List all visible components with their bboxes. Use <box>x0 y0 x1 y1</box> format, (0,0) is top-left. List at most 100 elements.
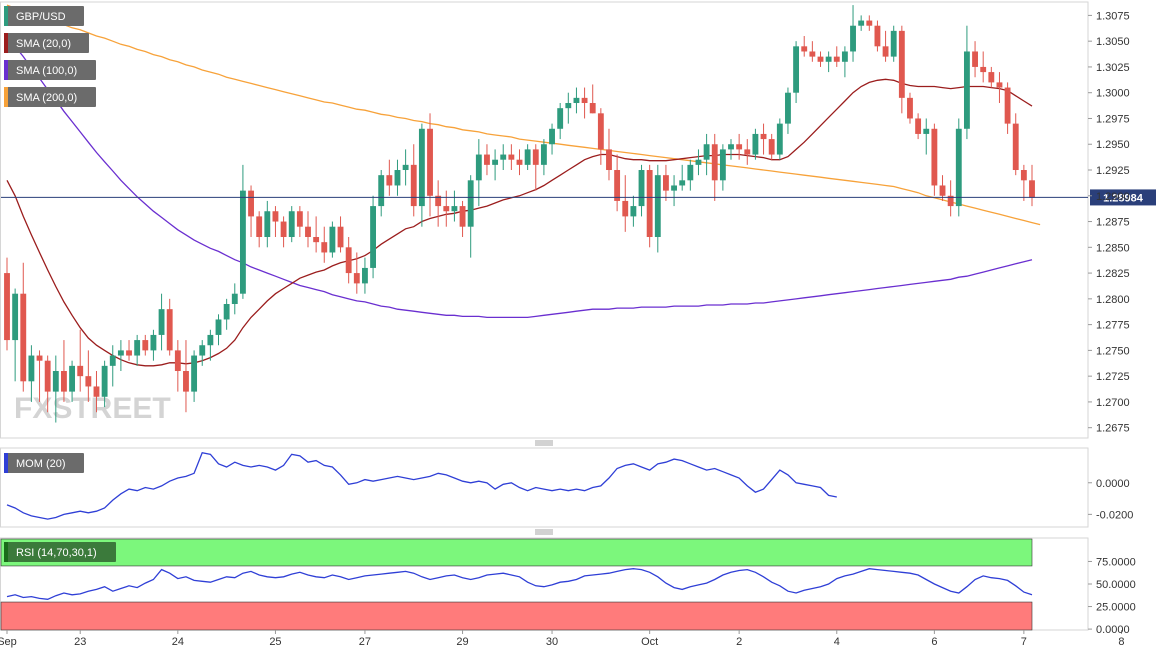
candle <box>638 164 645 217</box>
candle-body <box>760 133 767 140</box>
candle-body <box>955 128 962 207</box>
x-tick-label: 2 <box>736 636 742 648</box>
candle-body <box>606 149 612 171</box>
candle <box>394 159 401 196</box>
y-tick-label: 1.2850 <box>1096 242 1130 254</box>
candle <box>947 180 954 217</box>
candle-body <box>549 128 555 145</box>
candle-body <box>85 376 92 387</box>
candle-body <box>117 350 124 356</box>
y-tick-label: 1.3025 <box>1096 62 1130 74</box>
candle <box>719 144 726 191</box>
y-tick-label: 1.2825 <box>1096 268 1130 280</box>
candle-body <box>435 195 442 207</box>
candle-body <box>939 185 946 196</box>
candle-body <box>589 103 596 114</box>
candle <box>313 216 320 253</box>
x-tick-label: Sep <box>0 636 17 648</box>
candle <box>427 113 433 217</box>
candle-body <box>931 128 938 186</box>
candle <box>134 334 141 366</box>
candle-body <box>988 72 995 83</box>
candle-body <box>841 51 848 62</box>
candle <box>126 340 132 361</box>
candle-body <box>581 97 588 104</box>
candle-body <box>890 30 897 57</box>
candle-body <box>329 226 336 253</box>
mom-line <box>6 451 837 520</box>
candle <box>378 170 385 217</box>
candle <box>4 257 10 351</box>
candle-body <box>44 360 51 392</box>
candles <box>4 5 1035 423</box>
candle <box>1012 113 1019 176</box>
candle-body <box>679 180 686 186</box>
candle-body <box>711 144 718 181</box>
candle <box>915 113 922 140</box>
candle-body <box>915 118 922 134</box>
last-price-label: 1.28984 <box>1103 192 1144 204</box>
x-tick-label: 4 <box>834 636 840 648</box>
candle <box>711 133 718 201</box>
candle <box>589 84 596 114</box>
candle-body <box>573 97 580 104</box>
candle <box>898 25 905 114</box>
candle <box>191 350 198 402</box>
y-tick-label: 1.2950 <box>1096 139 1130 151</box>
candle <box>353 252 360 294</box>
candle-body <box>907 97 913 119</box>
candle <box>540 139 547 176</box>
candle <box>36 350 43 402</box>
candle <box>841 46 848 78</box>
legend-sma20-bg <box>4 33 89 53</box>
legend-sma100: SMA (100,0) <box>4 60 96 80</box>
candle <box>549 123 555 155</box>
panel-resize-grip[interactable] <box>535 440 553 446</box>
candle <box>768 133 775 160</box>
rsi-line <box>6 568 1033 600</box>
candle-body <box>475 154 482 181</box>
candle-body <box>540 144 547 165</box>
candle-body <box>337 226 344 248</box>
candle <box>329 221 336 258</box>
legend-mom-swatch <box>4 453 8 473</box>
candle-body <box>874 25 881 47</box>
candle-body <box>630 206 637 217</box>
x-tick-label: 30 <box>546 636 558 648</box>
legend-sma20: SMA (20,0) <box>4 33 89 53</box>
candle <box>418 123 425 227</box>
x-tick-label: 7 <box>1021 636 1027 648</box>
candle-body <box>313 237 320 243</box>
y-tick-label: 1.2875 <box>1096 217 1130 229</box>
candle-body <box>776 123 783 155</box>
candle <box>654 164 661 253</box>
candle <box>345 237 352 284</box>
x-tick-label: 6 <box>931 636 937 648</box>
candle-body <box>484 154 490 165</box>
candle <box>239 164 246 299</box>
candle-body <box>980 66 987 73</box>
candle-body <box>882 46 889 57</box>
candle-body <box>386 175 393 186</box>
legend-gbpusd-swatch <box>4 6 8 26</box>
legend-sma20-label: SMA (20,0) <box>16 38 71 50</box>
candle <box>435 180 442 227</box>
y-tick-label: 1.3075 <box>1096 10 1130 22</box>
candle <box>508 144 515 171</box>
candle-body <box>305 226 311 238</box>
x-tick-label: 23 <box>74 636 86 648</box>
candle-body <box>93 386 100 397</box>
candle-body <box>207 334 214 346</box>
panel-resize-handles[interactable] <box>535 440 553 535</box>
candle-body <box>492 159 499 165</box>
candle-body <box>215 319 222 335</box>
candle <box>817 51 824 67</box>
candle-body <box>362 267 368 284</box>
candle-body <box>134 340 141 356</box>
candle-body <box>345 247 352 274</box>
candle <box>565 92 572 124</box>
y-tick-label: 1.2800 <box>1096 294 1130 306</box>
candle-body <box>654 175 661 238</box>
panel-resize-grip[interactable] <box>535 529 553 535</box>
candle-body <box>1029 180 1035 198</box>
